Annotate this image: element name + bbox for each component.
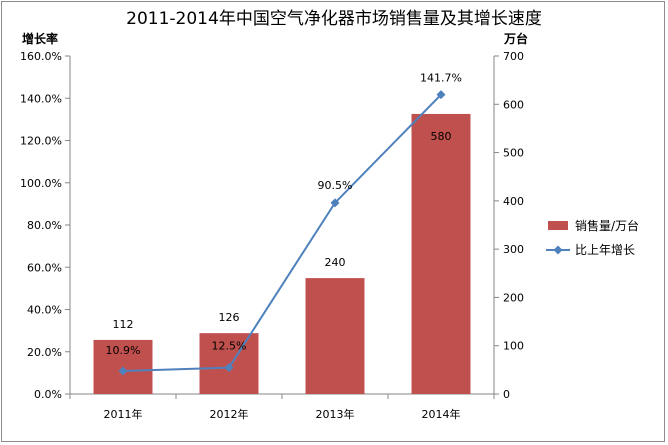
right-tick-label: 100 (503, 340, 524, 353)
legend-line-marker (553, 245, 563, 255)
left-tick-label: 120.0% (20, 135, 62, 148)
x-category-label: 2014年 (422, 407, 461, 421)
legend-bar-label: 销售量/万台 (575, 218, 639, 233)
right-tick-label: 400 (503, 195, 524, 208)
line-value-label: 90.5% (318, 179, 353, 192)
x-category-label: 2013年 (316, 407, 355, 421)
left-tick-label: 20.0% (27, 346, 62, 359)
bar-value-label: 580 (431, 130, 452, 143)
left-tick-label: 100.0% (20, 177, 62, 190)
axes: 0.0% 20.0% 40.0% 60.0% 80.0% 100.0% 120.0% 140.… (20, 50, 524, 421)
left-tick-label: 80.0% (27, 219, 62, 232)
bar (411, 113, 471, 394)
left-axis-unit: 增长率 (22, 31, 58, 46)
right-tick-label: 300 (503, 243, 524, 256)
x-category-label: 2011年 (104, 407, 143, 421)
line-value-label: 10.9% (106, 344, 141, 357)
growth-line (122, 93, 442, 372)
legend-bar-swatch (548, 221, 568, 230)
bar (305, 278, 365, 394)
line-value-label: 141.7% (420, 72, 462, 85)
bar-value-label: 112 (113, 318, 134, 331)
left-tick-label: 140.0% (20, 92, 62, 105)
left-tick-label: 160.0% (20, 50, 62, 63)
left-tick-label: 40.0% (27, 304, 62, 317)
right-tick-label: 600 (503, 98, 524, 111)
chart-title: 2011-2014年中国空气净化器市场销售量及其增长速度 (126, 9, 542, 29)
growth-point (436, 90, 446, 100)
right-axis-unit: 万台 (503, 31, 528, 46)
right-tick-label: 500 (503, 147, 524, 160)
line-value-label: 12.5% (212, 340, 247, 353)
bar-value-label: 126 (219, 311, 240, 324)
left-tick-label: 0.0% (34, 388, 62, 401)
legend-line-label: 比上年增长 (575, 243, 635, 257)
data-labels: 112 126 240 580 10.9% 12.5% 90.5% 141.7% (106, 72, 462, 357)
right-tick-label: 700 (503, 50, 524, 63)
left-tick-label: 60.0% (27, 261, 62, 274)
bar-series (93, 113, 471, 394)
x-category-label: 2012年 (210, 407, 249, 421)
growth-point (330, 198, 340, 208)
line-series (118, 90, 446, 376)
growth-point (224, 363, 234, 373)
growth-point (118, 366, 128, 376)
bar-value-label: 240 (325, 256, 346, 269)
right-tick-label: 200 (503, 291, 524, 304)
right-tick-label: 0 (503, 388, 510, 401)
